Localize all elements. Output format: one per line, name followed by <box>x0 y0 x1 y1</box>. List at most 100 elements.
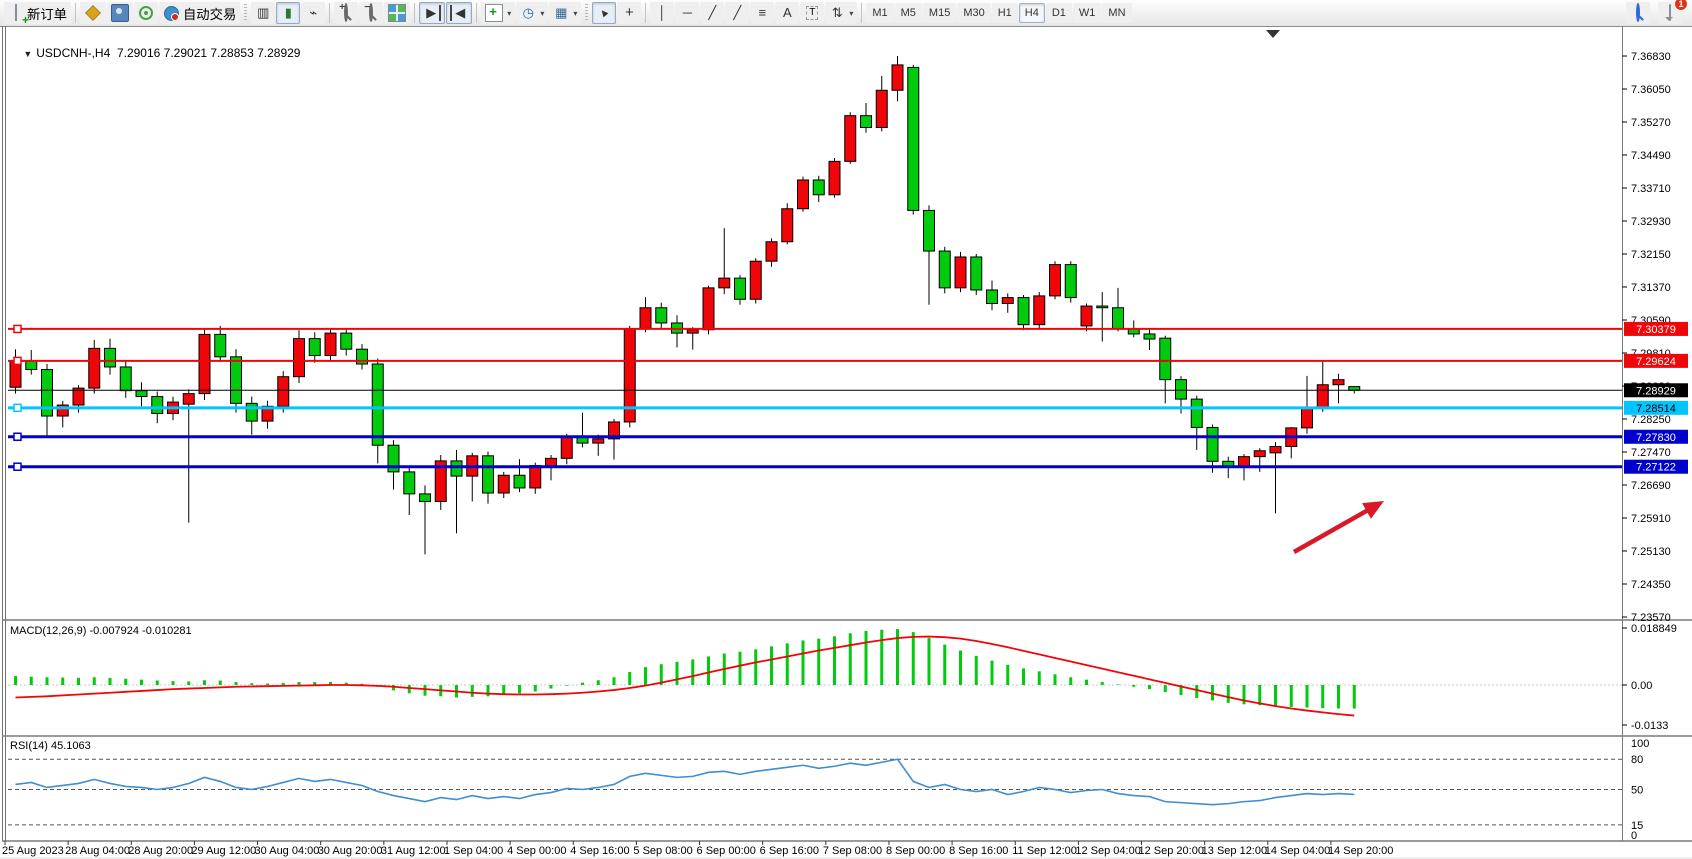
time-tick-label: 13 Sep 12:00 <box>1202 845 1267 857</box>
candle-body <box>1269 445 1282 454</box>
rsi-axis-label: 50 <box>1631 785 1643 797</box>
fibonacci-button[interactable]: ≡F <box>750 2 1692 859</box>
auto-scroll-button[interactable]: ▶ <box>419 2 446 24</box>
price-tick-label: 7.26690 <box>1631 480 1671 492</box>
candle-body <box>1332 379 1345 386</box>
candle-body <box>72 387 85 406</box>
macd-axis-label: 0.00 <box>1631 680 1652 692</box>
price-label-text: 7.29624 <box>1636 356 1676 368</box>
rsi-axis-label: 15 <box>1631 820 1643 832</box>
search-button[interactable] <box>1626 2 1650 24</box>
timeframe-D1[interactable]: D1 <box>1045 3 1072 23</box>
candle-body <box>781 208 794 243</box>
text-label-button[interactable]: T <box>800 2 825 24</box>
crosshair-button[interactable]: + <box>617 2 642 24</box>
profile-button[interactable] <box>106 2 133 24</box>
time-tick-label: 12 Sep 04:00 <box>1075 845 1140 857</box>
arrows-button[interactable]: ⇅ ▾ <box>825 2 858 24</box>
toolbar-grip <box>244 4 248 22</box>
rsi-label: RSI(14) 45.1063 <box>10 740 91 752</box>
candle-body <box>765 241 778 262</box>
chart-shift-button[interactable]: ◀ <box>446 2 473 24</box>
indicators-button[interactable]: ▾ <box>481 2 516 24</box>
macd-axis-label: 0.018849 <box>1631 623 1677 635</box>
tile-windows-button[interactable] <box>384 2 411 24</box>
line-handle[interactable] <box>13 432 22 442</box>
timeframe-H1[interactable]: H1 <box>991 3 1018 23</box>
auto-trading-button[interactable]: 自动交易 <box>158 2 241 24</box>
candle-body <box>198 333 211 395</box>
bar-chart-button[interactable]: ▥ <box>251 2 276 24</box>
candle-body <box>1033 295 1046 326</box>
macd-signal-line <box>15 635 1355 717</box>
annotation-arrow-head[interactable] <box>1362 501 1384 519</box>
timeframe-M5[interactable]: M5 <box>894 3 922 23</box>
timeframe-M30[interactable]: M30 <box>957 3 991 23</box>
candle-body <box>482 455 494 494</box>
timeframe-M15[interactable]: M15 <box>922 3 957 23</box>
candle-body <box>1017 297 1030 326</box>
candle-body <box>639 307 652 330</box>
chart-shift-marker[interactable] <box>1266 30 1280 38</box>
chart-bg <box>0 26 1692 857</box>
line-chart-icon: ⌁ <box>305 5 321 21</box>
price-label-badge <box>1624 459 1688 474</box>
zoom-in-button[interactable]: + <box>334 2 359 24</box>
time-tick-label: 28 Aug 04:00 <box>65 845 130 857</box>
signals-button[interactable] <box>133 2 158 24</box>
candle-body <box>1143 333 1156 340</box>
timeframe-W1[interactable]: W1 <box>1072 3 1102 23</box>
zoom-out-button[interactable]: − <box>359 2 384 24</box>
timeframe-bar: M1 M5 M15 M30 H1 H4 D1 W1 MN <box>866 3 1132 23</box>
candle-body <box>497 474 510 494</box>
candle-body <box>812 179 825 196</box>
horizontal-line-button[interactable]: ─ <box>675 2 700 24</box>
price-label-badge <box>1624 321 1688 336</box>
styler-button[interactable] <box>79 2 106 24</box>
new-order-icon <box>15 4 17 21</box>
new-order-button[interactable]: 新订单 <box>4 2 71 24</box>
candle-body <box>702 287 715 331</box>
line-handle[interactable] <box>13 324 22 334</box>
price-tick-label: 7.36050 <box>1631 84 1671 96</box>
collapse-caret-icon[interactable]: ▼ <box>23 49 32 59</box>
timeframe-M1[interactable]: M1 <box>866 3 894 23</box>
candle-body <box>1253 450 1266 458</box>
candlestick-chart-button[interactable]: ▮ <box>276 2 301 24</box>
templates-button[interactable]: ▦ ▾ <box>549 2 582 24</box>
auto-trading-label: 自动交易 <box>183 4 236 23</box>
vertical-line-button[interactable]: │ <box>650 2 675 24</box>
trendline-button[interactable]: ╱ <box>700 2 725 24</box>
template-icon: ▦ <box>553 5 569 21</box>
fibonacci-icon: ≡ <box>754 5 770 21</box>
price-tick-label: 7.31370 <box>1631 282 1671 294</box>
periods-button[interactable]: ◷ ▾ <box>516 2 549 24</box>
price-label-text: 7.27122 <box>1636 462 1676 474</box>
text-button[interactable]: A <box>775 2 800 24</box>
line-handle[interactable] <box>13 462 22 471</box>
time-tick-label: 30 Aug 20:00 <box>318 845 383 857</box>
notifications-button[interactable]: 1 <box>1658 0 1688 24</box>
auto-trading-icon <box>163 5 179 21</box>
channel-button[interactable]: ╱E <box>725 2 1692 859</box>
rsi-axis-label: 80 <box>1631 754 1643 766</box>
candle-body <box>860 115 872 129</box>
timeframe-H4[interactable]: H4 <box>1018 3 1045 23</box>
vertical-line-icon: │ <box>654 5 670 21</box>
chat-bubble-icon <box>1669 4 1671 21</box>
annotation-arrow-shaft[interactable] <box>1292 503 1377 554</box>
candle-body <box>938 250 951 289</box>
time-tick-label: 8 Sep 00:00 <box>886 845 945 857</box>
candle-body <box>592 438 605 444</box>
price-tick-label: 7.28250 <box>1631 414 1671 426</box>
candle-body <box>970 256 983 291</box>
line-chart-button[interactable]: ⌁ <box>301 2 326 24</box>
candle-body <box>387 444 400 473</box>
timeframe-MN[interactable]: MN <box>1102 3 1132 23</box>
line-handle[interactable] <box>13 356 22 366</box>
candle-body <box>1301 407 1313 429</box>
line-handle[interactable] <box>13 403 22 413</box>
cursor-button[interactable]: ▲ <box>592 2 617 24</box>
time-tick-label: 28 Aug 20:00 <box>128 845 193 857</box>
candle-body <box>340 332 353 350</box>
